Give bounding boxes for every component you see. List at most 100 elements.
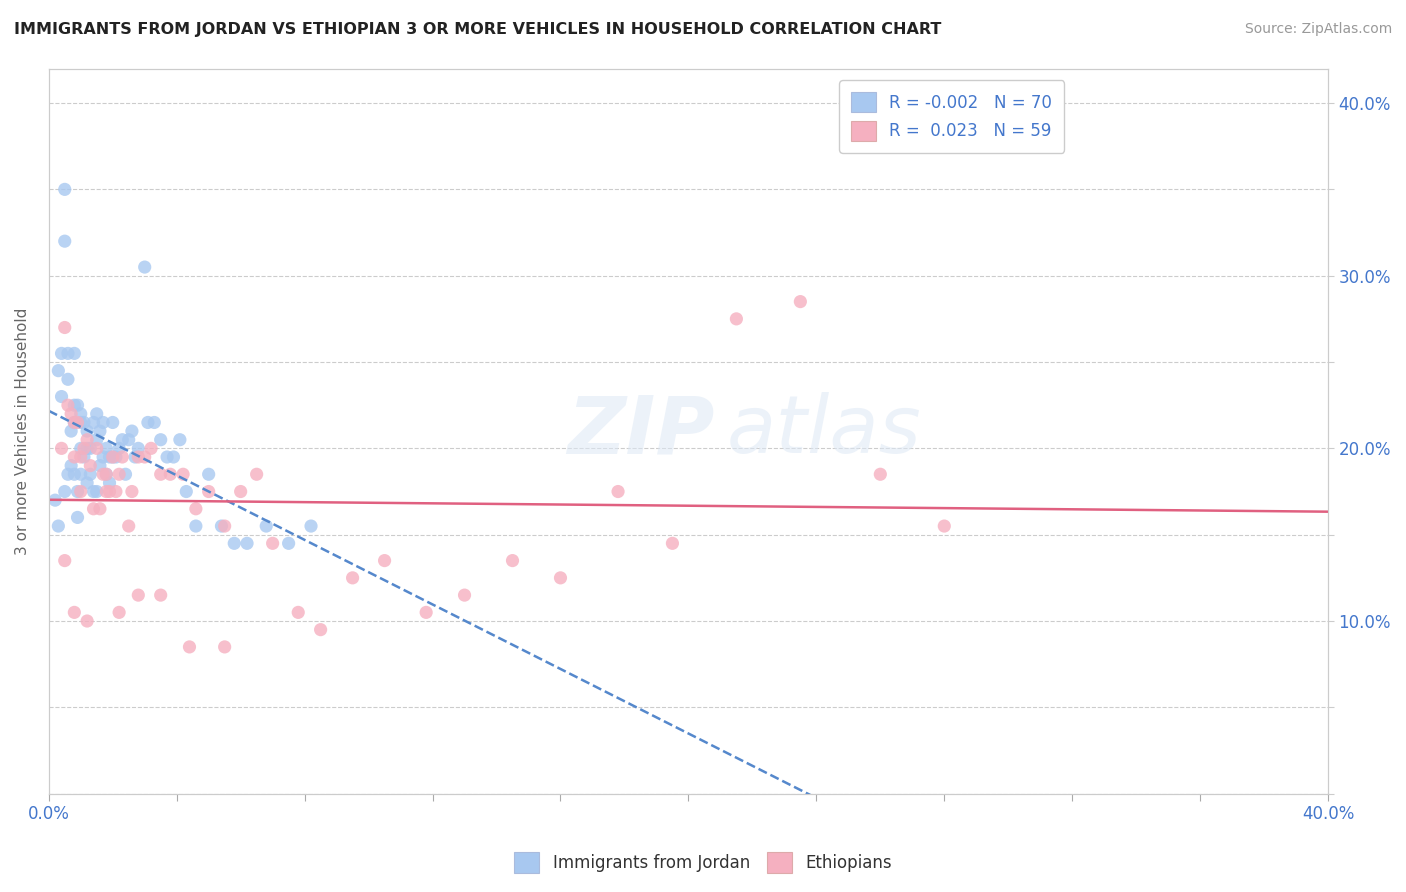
Point — [66, 398, 89, 412]
Point — [211, 519, 233, 533]
Point — [63, 467, 86, 482]
Point — [934, 519, 956, 533]
Point — [262, 536, 284, 550]
Point — [172, 467, 194, 482]
Point — [661, 536, 683, 550]
Point — [277, 536, 299, 550]
Point — [86, 442, 108, 456]
Point — [63, 416, 86, 430]
Point — [53, 320, 76, 334]
Point — [287, 606, 309, 620]
Point — [86, 484, 108, 499]
Point — [66, 510, 89, 524]
Point — [184, 519, 207, 533]
Point — [789, 294, 811, 309]
Point — [53, 484, 76, 499]
Point — [174, 484, 197, 499]
Point — [51, 442, 73, 456]
Point — [453, 588, 475, 602]
Point — [108, 467, 131, 482]
Point — [98, 475, 121, 490]
Point — [91, 416, 114, 430]
Text: IMMIGRANTS FROM JORDAN VS ETHIOPIAN 3 OR MORE VEHICLES IN HOUSEHOLD CORRELATION : IMMIGRANTS FROM JORDAN VS ETHIOPIAN 3 OR… — [14, 22, 942, 37]
Point — [104, 450, 127, 464]
Point — [69, 416, 91, 430]
Point — [83, 416, 105, 430]
Point — [254, 519, 277, 533]
Point — [63, 398, 86, 412]
Point — [44, 493, 66, 508]
Point — [184, 501, 207, 516]
Point — [121, 484, 143, 499]
Point — [76, 614, 98, 628]
Point — [83, 484, 105, 499]
Point — [46, 519, 69, 533]
Point — [143, 416, 166, 430]
Point — [89, 458, 111, 473]
Point — [53, 234, 76, 248]
Point — [89, 501, 111, 516]
Point — [56, 467, 79, 482]
Text: Source: ZipAtlas.com: Source: ZipAtlas.com — [1244, 22, 1392, 37]
Point — [179, 640, 201, 654]
Point — [79, 442, 101, 456]
Point — [134, 260, 156, 274]
Point — [91, 450, 114, 464]
Point — [111, 450, 134, 464]
Point — [98, 450, 121, 464]
Point — [246, 467, 269, 482]
Point — [127, 588, 149, 602]
Point — [69, 407, 91, 421]
Point — [56, 372, 79, 386]
Point — [69, 467, 91, 482]
Point — [136, 416, 159, 430]
Point — [229, 484, 252, 499]
Point — [104, 484, 127, 499]
Point — [56, 398, 79, 412]
Point — [60, 407, 83, 421]
Point — [607, 484, 630, 499]
Point — [96, 484, 118, 499]
Point — [86, 407, 108, 421]
Point — [53, 182, 76, 196]
Point — [108, 606, 131, 620]
Point — [56, 346, 79, 360]
Point — [869, 467, 891, 482]
Point — [73, 450, 96, 464]
Point — [111, 433, 134, 447]
Point — [66, 416, 89, 430]
Point — [51, 390, 73, 404]
Text: atlas: atlas — [727, 392, 921, 470]
Point — [139, 442, 162, 456]
Point — [76, 424, 98, 438]
Point — [83, 501, 105, 516]
Point — [149, 433, 172, 447]
Point — [60, 424, 83, 438]
Point — [79, 458, 101, 473]
Point — [118, 433, 141, 447]
Point — [127, 450, 149, 464]
Point — [502, 553, 524, 567]
Point — [309, 623, 332, 637]
Point — [197, 484, 219, 499]
Point — [121, 424, 143, 438]
Point — [91, 467, 114, 482]
Point — [224, 536, 246, 550]
Point — [725, 311, 748, 326]
Point — [124, 450, 146, 464]
Point — [96, 467, 118, 482]
Point — [69, 484, 91, 499]
Point — [63, 346, 86, 360]
Point — [114, 467, 136, 482]
Point — [98, 484, 121, 499]
Point — [101, 450, 124, 464]
Point — [127, 442, 149, 456]
Point — [63, 606, 86, 620]
Point — [89, 424, 111, 438]
Point — [69, 442, 91, 456]
Legend: Immigrants from Jordan, Ethiopians: Immigrants from Jordan, Ethiopians — [508, 846, 898, 880]
Point — [46, 364, 69, 378]
Point — [60, 458, 83, 473]
Point — [415, 606, 437, 620]
Point — [159, 467, 181, 482]
